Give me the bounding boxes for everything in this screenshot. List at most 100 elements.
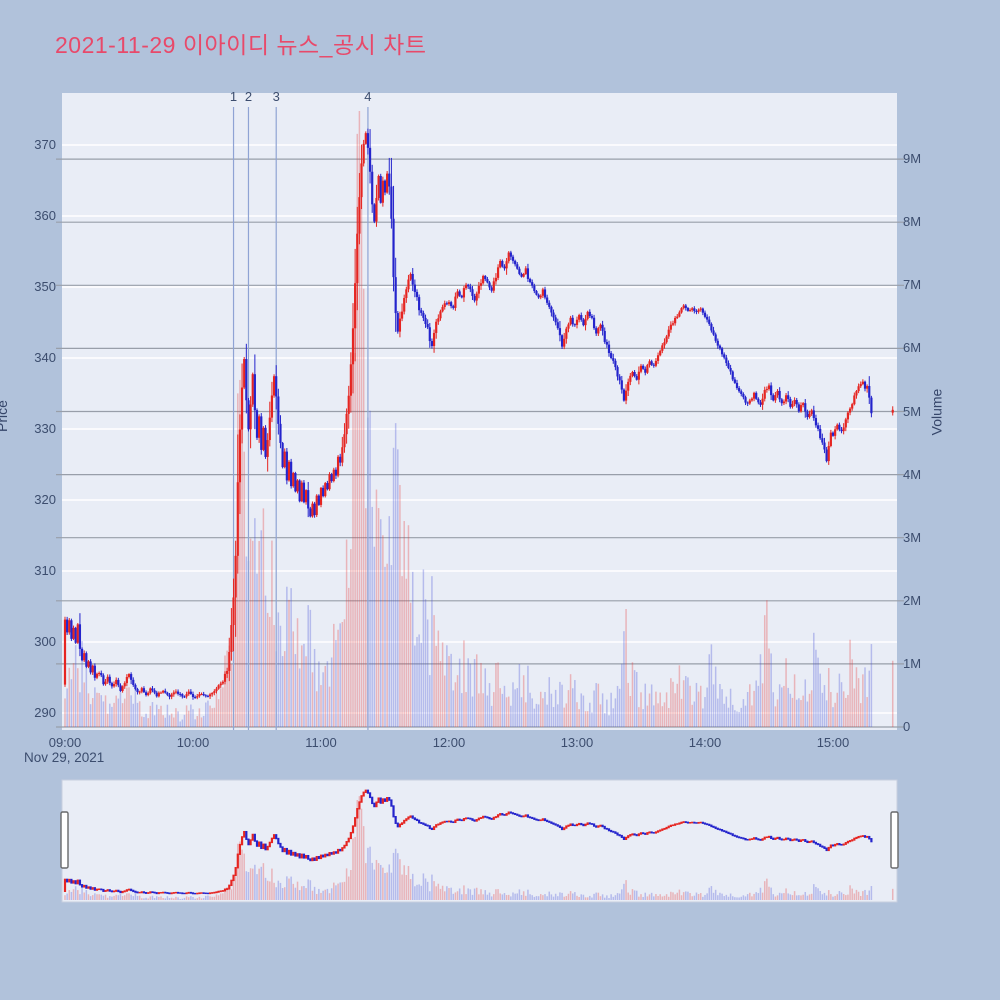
rangeslider-price-segment [413, 817, 416, 821]
rangeslider-volume-bar [531, 895, 533, 900]
rangeslider-right-handle[interactable] [890, 811, 899, 869]
candle-body [106, 676, 109, 682]
volume-bar [849, 639, 851, 727]
rangeslider-price-segment [247, 838, 250, 846]
candle-body [686, 307, 690, 311]
candle-body [586, 311, 589, 319]
rangeslider-left-handle[interactable] [60, 811, 69, 869]
volume-bar [83, 682, 85, 727]
volume-bar [629, 696, 632, 727]
price-tick-label: 290 [34, 705, 56, 720]
candle-body [539, 295, 542, 298]
rangeslider-volume-bar [855, 889, 858, 900]
candle-body [550, 306, 553, 313]
rangeslider-price-segment [797, 839, 800, 842]
rangeslider-volume-bar [484, 890, 487, 900]
volume-bar [537, 704, 540, 727]
rangeslider-price-segment [347, 837, 350, 843]
rangeslider-plot-area[interactable] [61, 779, 898, 903]
candle-body [752, 392, 756, 399]
rangeslider-volume-bar [539, 894, 542, 900]
rangeslider-volume-bar [313, 886, 316, 900]
rangeslider-price-segment [332, 851, 335, 855]
volume-bar [386, 563, 388, 727]
rangeslider-price-segment [524, 814, 527, 817]
rangeslider-volume-bar [642, 896, 644, 900]
volume-bar [377, 508, 380, 727]
rangeslider-price-segment [716, 827, 719, 830]
rangeslider-price-segment [368, 792, 372, 799]
candle-body [379, 175, 382, 203]
candle-body [194, 697, 197, 699]
candle-body [644, 368, 647, 373]
candle-body [755, 392, 758, 399]
rangeslider-price-segment [89, 886, 92, 890]
candle-body [394, 277, 397, 314]
rangeslider-price-segment [164, 891, 167, 894]
rangeslider-price-segment [83, 884, 86, 888]
rangeslider-price-segment [518, 814, 521, 817]
volume-bar [461, 693, 463, 727]
candle-body [857, 386, 860, 392]
candle-body [799, 405, 803, 412]
rangeslider-volume-bar [525, 895, 527, 900]
rangeslider-volume-bar [256, 874, 258, 900]
volume-bar [473, 659, 476, 727]
candle-body [347, 395, 350, 414]
candle-body [422, 312, 425, 318]
rangeslider-volume-bar [695, 892, 698, 900]
rangeslider-volume-bar [742, 895, 745, 900]
volume-bar [177, 711, 179, 727]
volume-bar [431, 576, 433, 727]
candle-body [791, 403, 794, 407]
rangeslider-volume-bar [397, 853, 399, 900]
candle-body [599, 324, 602, 329]
volume-bar [437, 630, 440, 727]
volume-bar [354, 353, 356, 727]
volume-bar [341, 621, 344, 727]
candle-body [735, 382, 739, 389]
rangeslider-volume-bar [618, 893, 621, 900]
rangeslider-price-segment [791, 839, 794, 842]
rangeslider-price-segment [362, 791, 365, 797]
rangeslider-price-segment [285, 847, 288, 855]
volume-bar [847, 694, 849, 727]
candle-body [420, 310, 423, 313]
rangeslider-volume-bar [315, 893, 318, 900]
candle-body [268, 417, 271, 441]
rangeslider-volume-bar [96, 894, 98, 900]
candle-body [413, 284, 416, 292]
rangeslider-price-segment [313, 857, 316, 861]
rangeslider-price-segment [66, 878, 69, 883]
rangeslider-price-segment [863, 835, 867, 838]
candle-body [708, 319, 711, 324]
volume-bar [205, 702, 207, 727]
rangeslider-volume-bar [763, 881, 766, 900]
candle-body [283, 451, 286, 468]
rangeslider-price-segment [740, 836, 743, 839]
volume-bar [435, 645, 437, 727]
rangeslider-price-segment [450, 820, 453, 823]
volume-bar [744, 705, 747, 727]
rangeslider-volume-bar [674, 894, 676, 900]
rangeslider-volume-bar [94, 893, 96, 900]
candle-body [712, 330, 715, 335]
volume-bar [143, 717, 145, 727]
volume-bar [804, 679, 807, 727]
rangeslider-price-segment [482, 815, 485, 819]
rangeslider-price-segment [642, 832, 645, 835]
rangeslider-volume-bar [772, 894, 775, 900]
rangeslider-volume-bar [241, 849, 243, 900]
candle-body [669, 324, 672, 330]
rangeslider-volume-bar [207, 895, 209, 900]
volume-bar [465, 692, 467, 727]
volume-bar [373, 546, 376, 727]
rangeslider-volume-bar [74, 886, 77, 900]
candle-body [138, 691, 141, 693]
price-tick-label: 310 [34, 563, 56, 578]
rangeslider-price-segment [810, 840, 813, 843]
rangeslider-volume-bar [535, 896, 538, 900]
rangeslider-volume-bar [529, 894, 531, 900]
rangeslider-price-segment [328, 852, 331, 857]
